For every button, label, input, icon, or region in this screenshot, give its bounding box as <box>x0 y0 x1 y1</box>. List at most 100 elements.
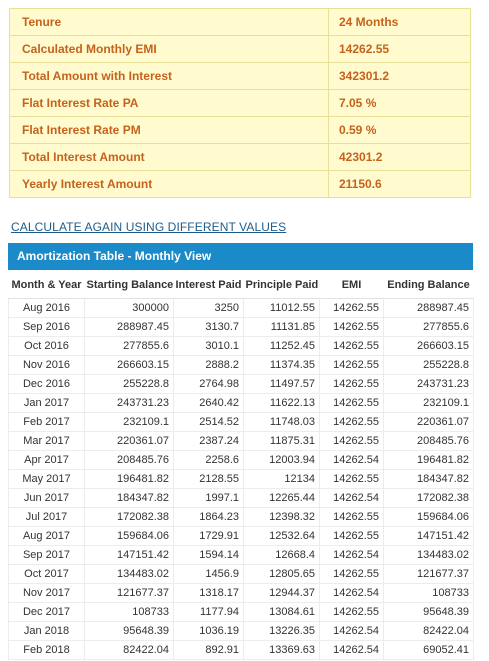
cell-interest-paid: 2888.2 <box>173 355 244 375</box>
summary-row: Flat Interest Rate PM 0.59 % <box>9 116 471 144</box>
cell-starting-balance: 184347.82 <box>84 488 174 508</box>
cell-starting-balance: 208485.76 <box>84 450 174 470</box>
summary-value: 342301.2 <box>328 62 471 90</box>
cell-ending-balance: 147151.42 <box>383 526 474 546</box>
table-row: Dec 2016 255228.8 2764.98 11497.57 14262.55 2… <box>8 374 474 394</box>
cell-ending-balance: 208485.76 <box>383 431 474 451</box>
summary-row: Calculated Monthly EMI 14262.55 <box>9 35 471 63</box>
cell-emi: 14262.55 <box>319 507 384 527</box>
calculate-again-link[interactable]: CALCULATE AGAIN USING DIFFERENT VALUES <box>11 220 287 234</box>
cell-starting-balance: 147151.42 <box>84 545 174 565</box>
table-row: Nov 2017 121677.37 1318.17 12944.37 14262.54… <box>8 583 474 603</box>
cell-emi: 14262.55 <box>319 393 384 413</box>
cell-month-year: May 2017 <box>8 469 85 489</box>
cell-interest-paid: 2258.6 <box>173 450 244 470</box>
cell-principle-paid: 12398.32 <box>243 507 320 527</box>
cell-starting-balance: 82422.04 <box>84 640 174 660</box>
table-row: Oct 2017 134483.02 1456.9 12805.65 14262.55 1… <box>8 564 474 584</box>
cell-starting-balance: 220361.07 <box>84 431 174 451</box>
cell-emi: 14262.55 <box>319 431 384 451</box>
cell-emi: 14262.55 <box>319 355 384 375</box>
cell-emi: 14262.55 <box>319 564 384 584</box>
cell-principle-paid: 13226.35 <box>243 621 320 641</box>
summary-value: 24 Months <box>328 8 471 36</box>
cell-month-year: Sep 2016 <box>8 317 85 337</box>
cell-starting-balance: 196481.82 <box>84 469 174 489</box>
cell-interest-paid: 2640.42 <box>173 393 244 413</box>
summary-value: 21150.6 <box>328 170 471 198</box>
cell-month-year: Jun 2017 <box>8 488 85 508</box>
cell-principle-paid: 11622.13 <box>243 393 320 413</box>
cell-ending-balance: 288987.45 <box>383 298 474 318</box>
summary-label: Yearly Interest Amount <box>9 170 329 198</box>
cell-interest-paid: 2128.55 <box>173 469 244 489</box>
cell-principle-paid: 11252.45 <box>243 336 320 356</box>
column-header-month-year: Month & Year <box>8 272 85 299</box>
cell-emi: 14262.55 <box>319 317 384 337</box>
column-header-starting-balance: Starting Balance <box>84 272 174 299</box>
cell-ending-balance: 121677.37 <box>383 564 474 584</box>
cell-interest-paid: 2764.98 <box>173 374 244 394</box>
summary-label: Flat Interest Rate PA <box>9 89 329 117</box>
summary-label: Tenure <box>9 8 329 36</box>
table-row: Jul 2017 172082.38 1864.23 12398.32 14262.55… <box>8 507 474 527</box>
emi-summary-table: Tenure 24 Months Calculated Monthly EMI 142… <box>9 8 471 198</box>
cell-principle-paid: 11748.03 <box>243 412 320 432</box>
cell-month-year: Nov 2016 <box>8 355 85 375</box>
cell-principle-paid: 11875.31 <box>243 431 320 451</box>
cell-principle-paid: 12134 <box>243 469 320 489</box>
table-row: Dec 2017 108733 1177.94 13084.61 14262.55 956… <box>8 602 474 622</box>
table-row: May 2017 196481.82 2128.55 12134 14262.55 184… <box>8 469 474 489</box>
cell-interest-paid: 892.91 <box>173 640 244 660</box>
cell-principle-paid: 12003.94 <box>243 450 320 470</box>
summary-value: 14262.55 <box>328 35 471 63</box>
cell-month-year: Oct 2017 <box>8 564 85 584</box>
table-row: Mar 2017 220361.07 2387.24 11875.31 14262.55… <box>8 431 474 451</box>
cell-starting-balance: 159684.06 <box>84 526 174 546</box>
cell-starting-balance: 134483.02 <box>84 564 174 584</box>
cell-ending-balance: 172082.38 <box>383 488 474 508</box>
cell-ending-balance: 232109.1 <box>383 393 474 413</box>
summary-row: Tenure 24 Months <box>9 8 471 36</box>
cell-interest-paid: 2514.52 <box>173 412 244 432</box>
cell-ending-balance: 196481.82 <box>383 450 474 470</box>
cell-interest-paid: 1318.17 <box>173 583 244 603</box>
cell-starting-balance: 172082.38 <box>84 507 174 527</box>
cell-ending-balance: 243731.23 <box>383 374 474 394</box>
cell-interest-paid: 3010.1 <box>173 336 244 356</box>
table-row: Feb 2018 82422.04 892.91 13369.63 14262.54 69… <box>8 640 474 660</box>
cell-emi: 14262.55 <box>319 526 384 546</box>
cell-ending-balance: 159684.06 <box>383 507 474 527</box>
summary-row: Total Amount with Interest 342301.2 <box>9 62 471 90</box>
cell-month-year: Feb 2017 <box>8 412 85 432</box>
cell-starting-balance: 255228.8 <box>84 374 174 394</box>
summary-label: Total Interest Amount <box>9 143 329 171</box>
cell-month-year: Oct 2016 <box>8 336 85 356</box>
cell-month-year: Mar 2017 <box>8 431 85 451</box>
cell-emi: 14262.54 <box>319 545 384 565</box>
amortization-table-title: Amortization Table - Monthly View <box>8 243 473 270</box>
column-header-emi: EMI <box>319 272 384 299</box>
table-row: Aug 2016 300000 3250 11012.55 14262.55 288987… <box>8 298 474 318</box>
cell-ending-balance: 108733 <box>383 583 474 603</box>
table-row: Sep 2016 288987.45 3130.7 11131.85 14262.55 2… <box>8 317 474 337</box>
summary-row: Flat Interest Rate PA 7.05 % <box>9 89 471 117</box>
cell-emi: 14262.55 <box>319 336 384 356</box>
table-row: Jan 2018 95648.39 1036.19 13226.35 14262.54 8… <box>8 621 474 641</box>
cell-month-year: Aug 2016 <box>8 298 85 318</box>
cell-ending-balance: 82422.04 <box>383 621 474 641</box>
cell-emi: 14262.55 <box>319 412 384 432</box>
summary-row: Total Interest Amount 42301.2 <box>9 143 471 171</box>
table-row: Oct 2016 277855.6 3010.1 11252.45 14262.55 26… <box>8 336 474 356</box>
cell-ending-balance: 95648.39 <box>383 602 474 622</box>
cell-starting-balance: 95648.39 <box>84 621 174 641</box>
cell-month-year: Jul 2017 <box>8 507 85 527</box>
cell-interest-paid: 1036.19 <box>173 621 244 641</box>
cell-emi: 14262.55 <box>319 602 384 622</box>
cell-ending-balance: 277855.6 <box>383 317 474 337</box>
cell-month-year: Jan 2018 <box>8 621 85 641</box>
cell-principle-paid: 13369.63 <box>243 640 320 660</box>
cell-emi: 14262.54 <box>319 450 384 470</box>
summary-value: 7.05 % <box>328 89 471 117</box>
cell-ending-balance: 266603.15 <box>383 336 474 356</box>
